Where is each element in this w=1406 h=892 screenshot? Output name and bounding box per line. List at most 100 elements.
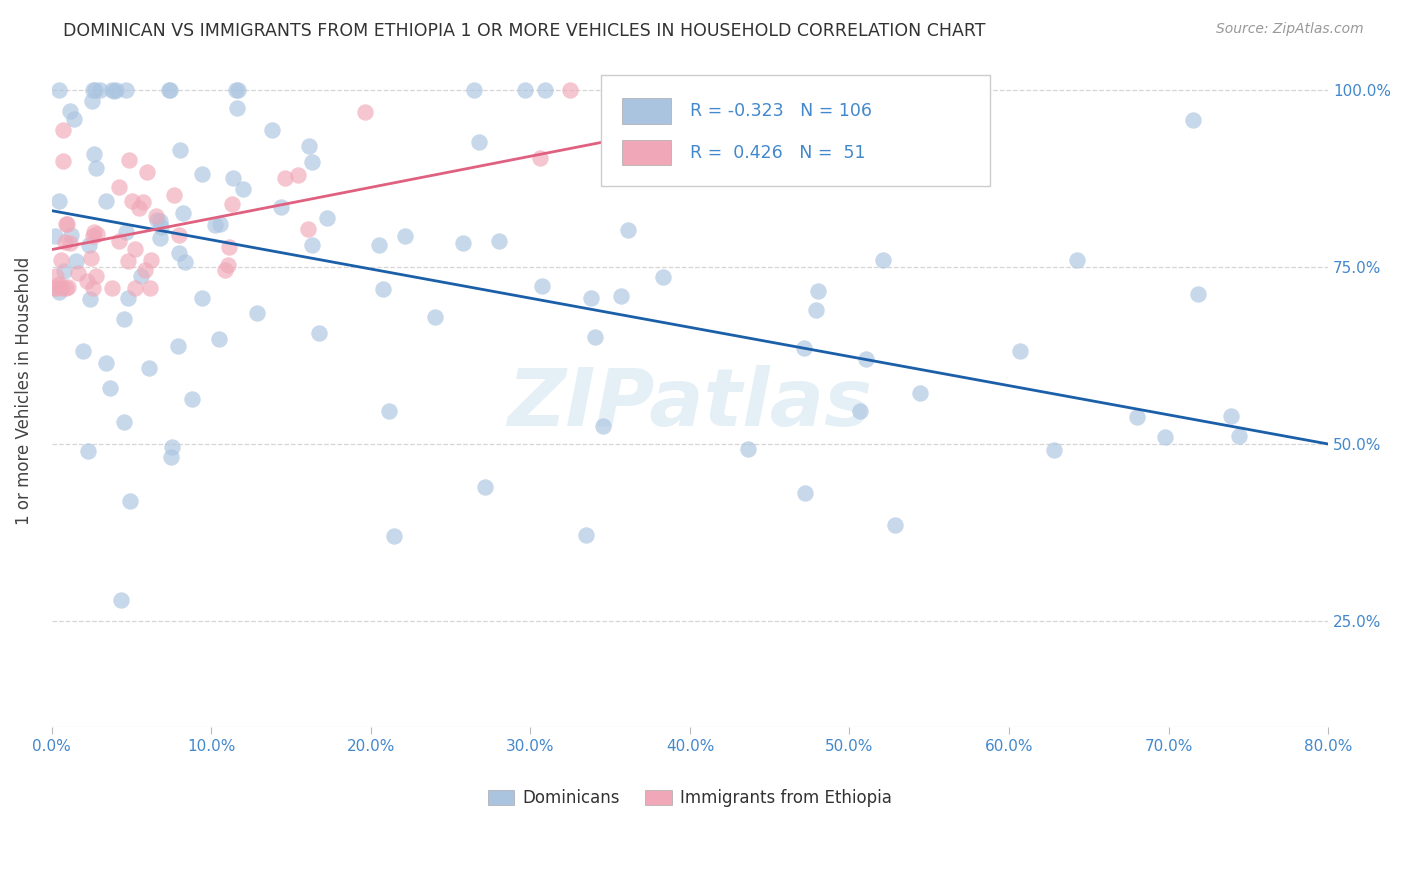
Point [48, 83, 70, 97]
Point [160, 450, 183, 465]
Point [45, 269, 67, 284]
Point [115, 83, 138, 97]
Point [114, 312, 136, 326]
Point [139, 281, 162, 295]
Point [94, 194, 117, 208]
Point [515, 83, 537, 97]
Point [204, 218, 226, 232]
Point [124, 281, 146, 295]
Point [53, 235, 76, 249]
Point [138, 361, 160, 376]
Point [298, 139, 321, 153]
Point [66, 266, 89, 280]
Point [167, 227, 190, 242]
Point [468, 135, 491, 149]
Point [163, 188, 186, 202]
Point [82, 83, 104, 97]
Point [274, 171, 297, 186]
Point [226, 101, 249, 115]
Point [575, 528, 598, 542]
Point [222, 170, 245, 185]
Point [44, 281, 66, 295]
Point [530, 279, 553, 293]
Point [474, 480, 496, 494]
Point [181, 392, 204, 406]
Point [118, 494, 141, 508]
Point [48, 285, 70, 299]
Point [824, 83, 846, 97]
Point [167, 245, 190, 260]
Point [651, 270, 673, 285]
Point [49, 253, 72, 268]
Point [1181, 113, 1204, 128]
Point [367, 237, 389, 252]
Point [1125, 409, 1147, 424]
Y-axis label: 1 or more Vehicles in Household: 1 or more Vehicles in Household [15, 257, 32, 525]
Point [172, 206, 194, 220]
Point [48, 194, 70, 208]
Point [76, 444, 98, 458]
Point [1043, 443, 1066, 458]
Point [149, 214, 172, 228]
Point [129, 269, 152, 284]
Point [110, 593, 132, 607]
Point [55, 217, 77, 231]
Point [382, 529, 405, 543]
Point [139, 252, 162, 267]
Point [145, 210, 167, 224]
Point [121, 194, 143, 208]
Point [146, 212, 169, 227]
Text: ZIPatlas: ZIPatlas [508, 366, 873, 443]
Point [1187, 286, 1209, 301]
Point [423, 310, 446, 325]
Point [610, 289, 633, 303]
Point [208, 332, 231, 346]
Point [218, 240, 240, 254]
Point [159, 83, 181, 97]
Point [260, 123, 283, 137]
Point [83, 147, 105, 161]
Legend: Dominicans, Immigrants from Ethiopia: Dominicans, Immigrants from Ethiopia [481, 782, 898, 814]
Point [96, 356, 118, 370]
Point [270, 200, 292, 214]
Point [1153, 429, 1175, 443]
Point [908, 385, 931, 400]
Point [44, 229, 66, 244]
Point [617, 223, 640, 237]
Point [1010, 343, 1032, 358]
Point [394, 228, 416, 243]
Point [117, 253, 139, 268]
Point [82, 94, 104, 108]
Point [52, 264, 75, 278]
Point [232, 181, 254, 195]
Point [157, 83, 180, 97]
Point [169, 144, 191, 158]
Text: Source: ZipAtlas.com: Source: ZipAtlas.com [1216, 22, 1364, 37]
Point [59, 103, 82, 118]
Point [56, 217, 79, 231]
Point [103, 84, 125, 98]
Point [246, 306, 269, 320]
Point [80, 251, 103, 265]
Point [101, 83, 124, 97]
Point [108, 234, 131, 248]
FancyBboxPatch shape [600, 75, 990, 186]
Point [79, 292, 101, 306]
Point [804, 303, 827, 318]
FancyBboxPatch shape [623, 140, 671, 165]
Point [297, 222, 319, 236]
Point [48, 277, 70, 292]
Point [118, 153, 141, 168]
Point [56, 280, 79, 294]
Point [225, 83, 247, 97]
Point [86, 227, 108, 242]
FancyBboxPatch shape [623, 98, 671, 124]
Point [55, 281, 77, 295]
Point [52, 153, 75, 168]
Point [84, 161, 107, 175]
Point [1219, 409, 1241, 423]
Point [89, 83, 111, 97]
Point [149, 219, 172, 234]
Point [316, 211, 339, 225]
Point [136, 165, 159, 179]
